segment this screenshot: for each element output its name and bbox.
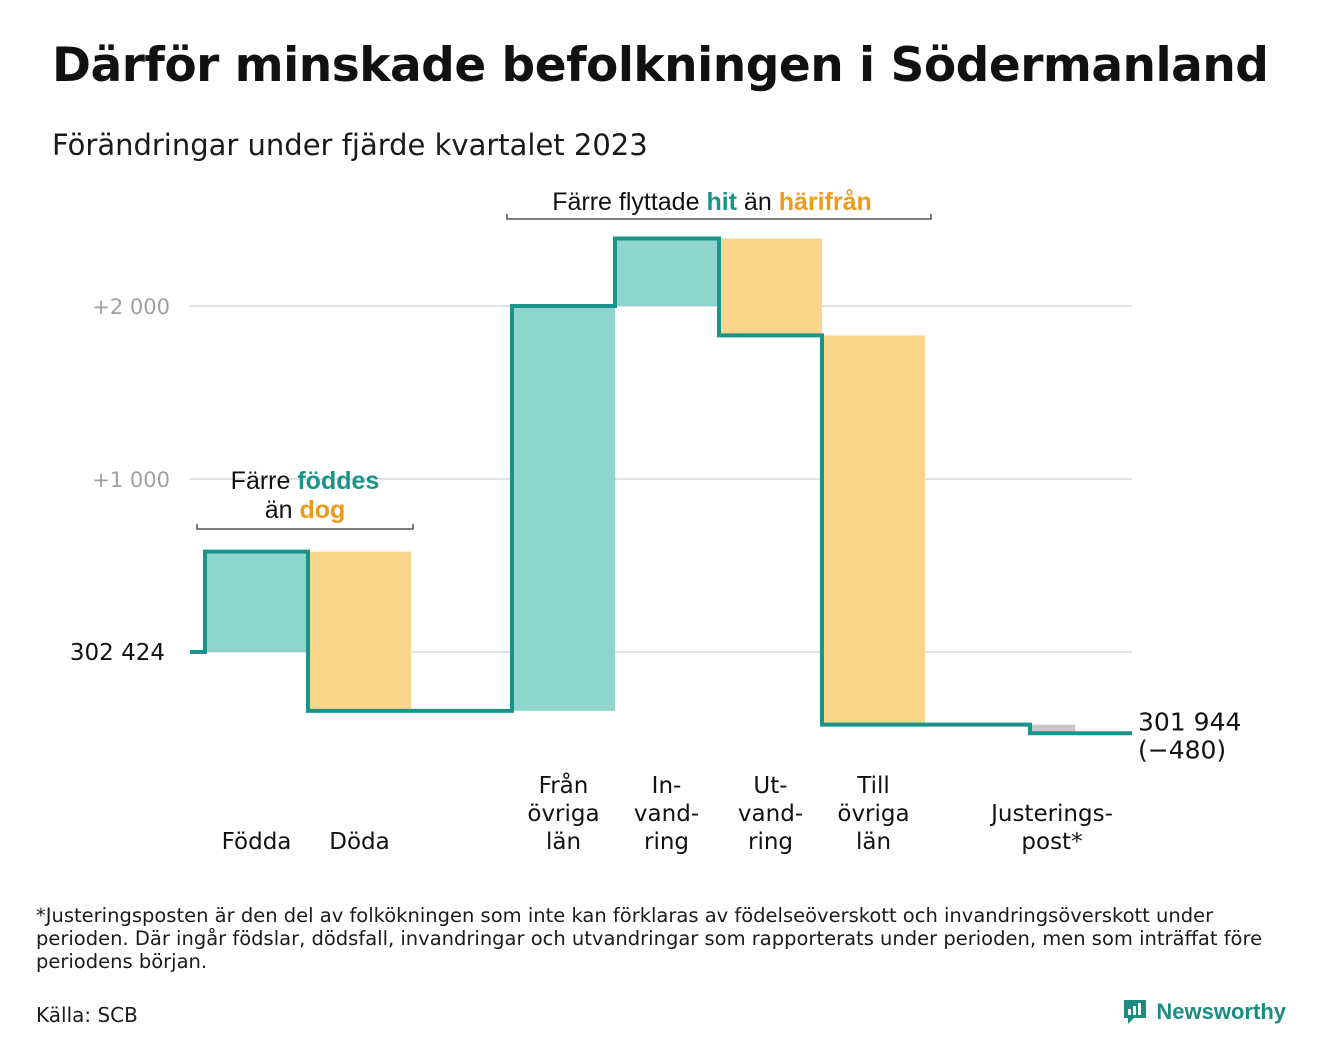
source-credit: Källa: SCB (36, 1003, 138, 1027)
start-value-label: 302 424 (70, 640, 165, 666)
end-change-label: (−480) (1138, 735, 1226, 764)
annotation-bracket (506, 214, 932, 220)
annotation-segment: härifrån (779, 188, 872, 216)
category-label: post* (1021, 829, 1082, 855)
category-label: vand- (738, 801, 803, 827)
category-label: vand- (634, 801, 699, 827)
annotation-segment: föddes (297, 467, 379, 495)
newsworthy-logo-icon (1124, 1000, 1147, 1024)
category-label: övriga (527, 801, 599, 827)
chart-title: Därför minskade befolkningen i Södermanl… (52, 38, 1269, 93)
waterfall-chart: +1 000 +2 000 302 424 301 944(−480) Födda Död… (70, 188, 1242, 855)
annotation-text: än dog (265, 496, 346, 524)
annotation-text: Färre föddes (231, 467, 380, 495)
annotation-segment: dog (299, 496, 345, 524)
annotation-text: Färre flyttade hit än härifrån (552, 188, 872, 216)
bar-7 (1030, 724, 1075, 734)
annotation-segment: än (737, 188, 779, 216)
bar-2 (308, 551, 411, 711)
category-label: län (856, 829, 891, 855)
brand-logo[interactable]: Newsworthy (1122, 998, 1286, 1026)
category-label: län (546, 829, 581, 855)
annotation-bracket (196, 524, 414, 530)
category-label: Födda (222, 829, 292, 855)
y-tick-label: +1 000 (92, 468, 170, 492)
category-label: övriga (837, 801, 909, 827)
end-value-label: 301 944 (1138, 707, 1241, 736)
category-label: Till (856, 773, 890, 799)
annotation-segment: hit (706, 188, 737, 216)
annotation-segment: Färre flyttade (552, 188, 706, 216)
y-tick-label: +2 000 (92, 295, 170, 319)
category-label: Justerings- (989, 801, 1113, 827)
bar-3 (512, 306, 615, 711)
cumulative-step-line (190, 236, 1132, 736)
category-label: In- (652, 773, 682, 799)
chart-subtitle: Förändringar under fjärde kvartalet 2023 (52, 128, 648, 162)
bar-5 (719, 238, 822, 336)
annotation-segment: än (265, 496, 300, 524)
annotation-segment: Färre (231, 467, 298, 495)
footnote: *Justeringsposten är den del av folkökni… (36, 904, 1263, 973)
bar-6 (822, 335, 925, 725)
category-label: Ut- (753, 773, 787, 799)
bar-4 (615, 238, 718, 306)
category-label: ring (748, 829, 793, 855)
category-label: ring (644, 829, 689, 855)
category-label: Från (539, 771, 589, 799)
bar-1 (205, 551, 308, 652)
brand-name: Newsworthy (1156, 999, 1286, 1024)
category-label: Döda (329, 829, 389, 855)
